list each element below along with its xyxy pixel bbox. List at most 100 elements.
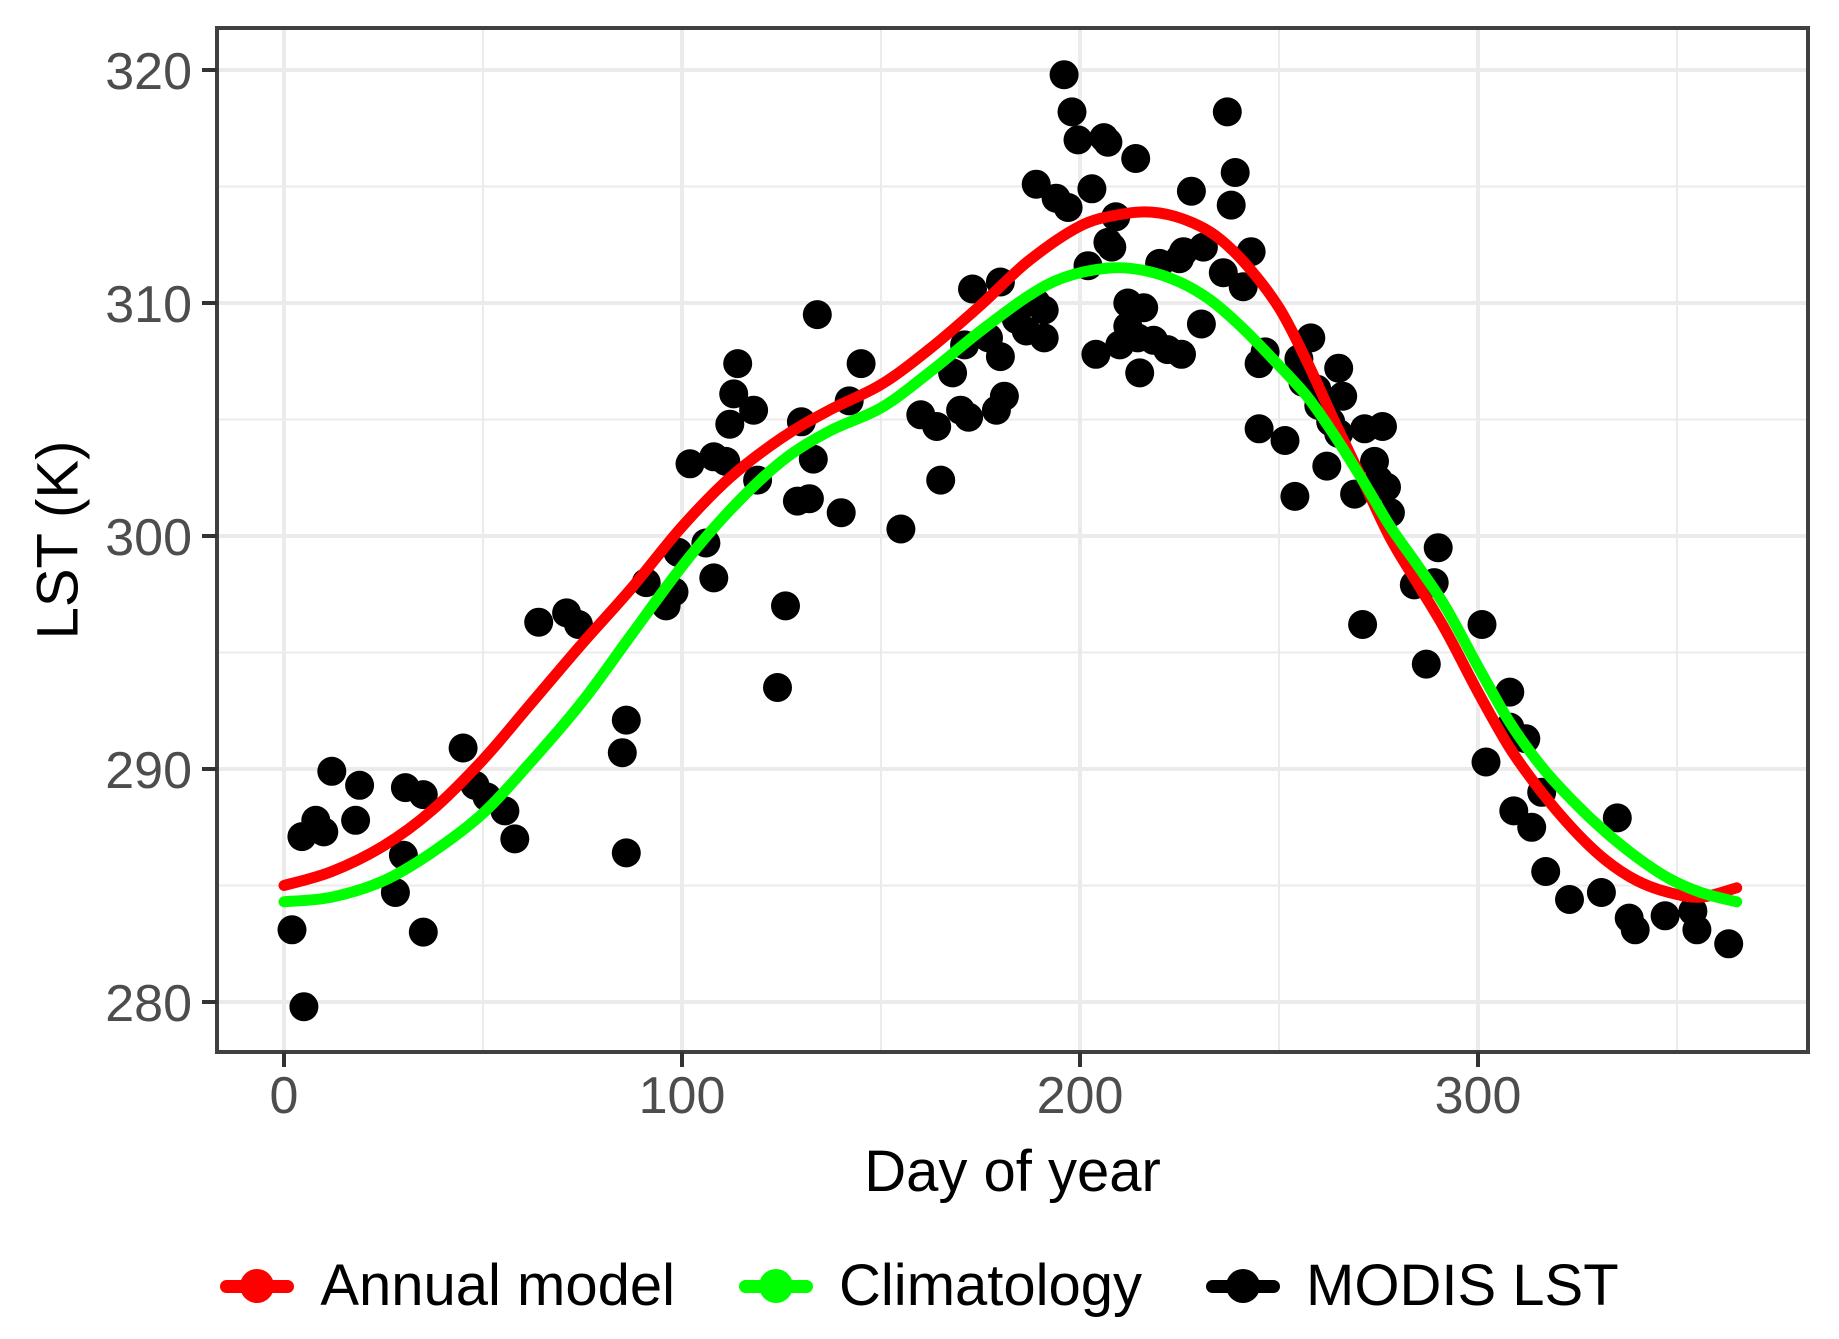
scatter-point — [1368, 412, 1397, 441]
scatter-point — [954, 402, 984, 432]
scatter-point — [1053, 193, 1083, 222]
scatter-point — [1077, 174, 1107, 204]
scatter-point — [1093, 127, 1123, 157]
annual-model-curve — [278, 206, 1743, 903]
y-tick-label: 300 — [105, 509, 192, 567]
scatter-point — [289, 992, 319, 1022]
scatter-point — [763, 673, 792, 702]
scatter-point — [448, 733, 478, 763]
scatter-point — [1348, 610, 1378, 639]
scatter-point — [699, 563, 729, 593]
scatter-point — [719, 379, 749, 409]
scatter-point — [1517, 812, 1547, 842]
scatter-point — [798, 444, 828, 474]
climatology-curve — [278, 262, 1743, 908]
legend-item-annual-model: Annual model — [220, 1252, 675, 1319]
scatter-point — [1471, 747, 1501, 777]
scatter-point — [1312, 451, 1342, 481]
scatter-point — [926, 465, 956, 495]
annual-model-key-icon — [220, 1256, 295, 1316]
x-tick-label: 0 — [270, 1067, 299, 1125]
scatter-point — [1244, 414, 1274, 444]
scatter-point — [611, 838, 641, 868]
scatter-point — [611, 705, 641, 735]
scatter-point — [1682, 915, 1712, 945]
scatter-point — [794, 484, 824, 514]
scatter-point — [341, 805, 371, 835]
y-axis-title: LST (K) — [25, 440, 91, 640]
scatter-point — [739, 395, 769, 425]
scatter-point — [1602, 803, 1632, 833]
scatter-point — [1029, 323, 1059, 353]
panel-border — [215, 26, 1810, 1054]
scatter-point — [607, 738, 637, 768]
scatter-point — [826, 498, 856, 528]
scatter-point — [715, 409, 745, 439]
scatter-point — [380, 878, 410, 907]
scatter-point — [1280, 481, 1310, 511]
scatter-point — [1097, 232, 1127, 262]
scatter-point — [1121, 144, 1151, 173]
scatter-point — [922, 412, 952, 441]
scatter-point — [989, 381, 1019, 411]
scatter-point — [1057, 97, 1087, 127]
scatter-point — [1167, 339, 1196, 369]
y-tick-label: 290 — [105, 742, 192, 800]
scatter-point — [985, 342, 1015, 372]
scatter-point — [1029, 295, 1059, 325]
y-tick-label: 310 — [105, 276, 192, 334]
scatter-point — [1372, 472, 1401, 502]
scatter-point — [1270, 426, 1300, 455]
legend-label: Annual model — [320, 1253, 676, 1318]
legend-item-modis-lst: MODIS LST — [1206, 1252, 1619, 1319]
legend-label: Climatology — [839, 1253, 1143, 1318]
scatter-point — [1411, 649, 1441, 679]
scatter-point — [408, 917, 438, 947]
scatter-point — [1063, 125, 1093, 155]
scatter-point — [1555, 885, 1584, 914]
scatter-point — [1216, 190, 1246, 220]
scatter-point — [1714, 929, 1744, 959]
scatter-point — [345, 770, 375, 800]
scatter-point — [675, 449, 705, 479]
scatter-point — [1125, 358, 1155, 388]
scatter-point — [500, 824, 530, 854]
scatter-point — [1328, 381, 1358, 411]
scatter-point — [1081, 339, 1111, 369]
legend: Annual model Climatology MODIS LST — [0, 1252, 1839, 1319]
y-tick-label: 280 — [105, 975, 192, 1033]
scatter-point — [277, 915, 307, 945]
scatter-point — [771, 591, 800, 621]
scatter-point — [1586, 878, 1616, 907]
scatter-point — [1620, 915, 1650, 945]
legend-item-climatology: Climatology — [739, 1252, 1142, 1319]
scatter-point — [1212, 97, 1242, 127]
climatology-key-icon — [739, 1256, 814, 1316]
scatter-point — [317, 756, 347, 786]
scatter-point — [1220, 158, 1250, 187]
scatter-point — [408, 780, 438, 810]
scatter-point — [1495, 677, 1525, 707]
scatter-point — [1228, 272, 1258, 302]
scatter-point — [1531, 857, 1561, 886]
scatter-point — [846, 349, 876, 379]
modis-lst-key-icon — [1206, 1256, 1281, 1316]
x-tick-label: 200 — [1037, 1067, 1124, 1125]
scatter-point — [524, 607, 554, 637]
x-tick-label: 100 — [639, 1067, 726, 1125]
x-tick-label: 300 — [1435, 1067, 1522, 1125]
scatter-point — [1129, 293, 1159, 323]
scatter-point — [309, 817, 339, 847]
scatter-point — [1188, 232, 1218, 262]
scatter-point — [1467, 610, 1497, 639]
legend-label: MODIS LST — [1306, 1253, 1619, 1318]
scatter-point — [1176, 176, 1206, 206]
scatter-point — [958, 274, 987, 304]
y-tick-label: 320 — [105, 43, 192, 101]
scatter-point — [1186, 309, 1216, 339]
scatter-point — [1324, 353, 1354, 383]
x-axis-title: Day of year — [864, 1139, 1161, 1204]
scatter-point — [886, 514, 916, 544]
